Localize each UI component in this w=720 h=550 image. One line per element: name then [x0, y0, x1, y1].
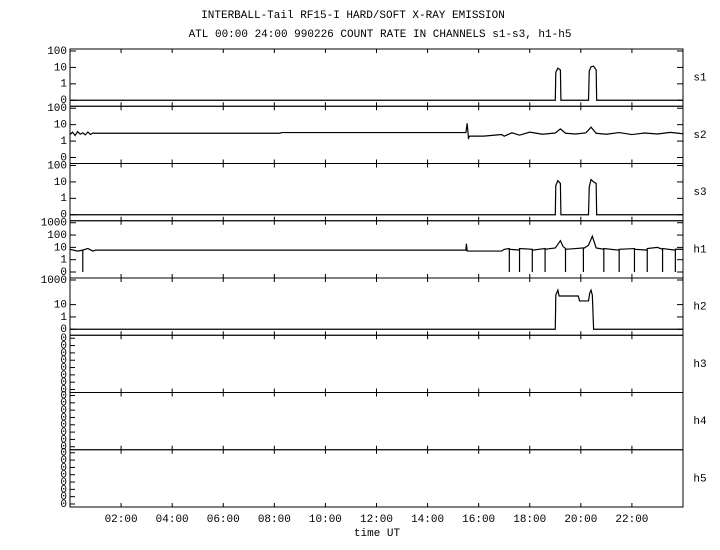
y-tick-label: 1	[60, 136, 67, 148]
data-line	[70, 65, 683, 101]
panel-frame	[69, 220, 684, 279]
data-line	[70, 288, 683, 330]
y-tick-label: 100	[47, 160, 67, 172]
y-tick-label: 10	[54, 62, 67, 74]
y-tick-label: 10	[54, 242, 67, 254]
y-tick-label: 0	[60, 95, 67, 107]
y-tick-label: 0	[60, 492, 67, 504]
y-tick-label: 0	[60, 405, 67, 417]
y-tick-label: 1	[60, 312, 67, 324]
y-tick-label: 0	[60, 348, 67, 360]
y-tick-label: 100	[47, 230, 67, 242]
panel-name: h1	[693, 244, 707, 256]
x-tick-label: 10:00	[309, 514, 342, 526]
panel-name: h3	[693, 359, 706, 371]
y-tick-label: 100	[47, 46, 67, 58]
y-tick-label: 1	[60, 255, 67, 267]
x-tick-label: 02:00	[105, 514, 138, 526]
y-tick-label: 0	[60, 324, 67, 336]
panel-name: s1	[693, 73, 707, 85]
x-tick-label: 12:00	[360, 514, 393, 526]
y-tick-label: 0	[60, 384, 67, 396]
panel-name: s3	[693, 187, 706, 199]
y-tick-label: 0	[60, 442, 67, 454]
x-tick-label: 04:00	[156, 514, 189, 526]
y-tick-label: 1	[60, 79, 67, 91]
panel-frame	[69, 392, 684, 451]
x-tick-label: 20:00	[564, 514, 597, 526]
y-tick-label: 0	[60, 499, 67, 511]
y-tick-label: 1	[60, 193, 67, 205]
y-tick-label: 1000	[41, 218, 67, 230]
y-tick-label: 0	[60, 377, 67, 389]
panel-frame	[69, 334, 684, 393]
y-tick-label: 0	[60, 420, 67, 432]
y-tick-label: 0	[60, 427, 67, 439]
y-tick-label: 0	[60, 152, 67, 164]
y-tick-label: 1000	[41, 275, 67, 287]
y-tick-label: 0	[60, 210, 67, 222]
y-tick-label: 0	[60, 398, 67, 410]
y-tick-label: 0	[60, 267, 67, 279]
panel-name: h4	[693, 416, 707, 428]
data-line	[70, 178, 683, 216]
x-tick-label: 22:00	[615, 514, 648, 526]
y-tick-label: 0	[60, 434, 67, 446]
x-tick-label: 14:00	[411, 514, 444, 526]
y-tick-label: 100	[47, 103, 67, 115]
y-tick-label: 10	[54, 120, 67, 132]
panel-frame	[69, 163, 684, 222]
chart-subtitle: ATL 00:00 24:00 990226 COUNT RATE IN CHA…	[189, 29, 572, 41]
y-tick-label: 10	[54, 177, 67, 189]
y-tick-label: 0	[60, 477, 67, 489]
panel-frame	[69, 277, 684, 336]
y-tick-label: 0	[60, 484, 67, 496]
y-tick-label: 0	[60, 412, 67, 424]
data-line	[69, 123, 684, 141]
y-tick-label: 10	[54, 300, 67, 312]
y-tick-label: 0	[60, 370, 67, 382]
panel-frame	[69, 48, 684, 107]
x-tick-label: 18:00	[513, 514, 546, 526]
y-tick-label: 0	[60, 448, 67, 460]
panel-name: h5	[693, 473, 706, 485]
x-tick-label: 16:00	[462, 514, 495, 526]
y-tick-label: 0	[60, 470, 67, 482]
y-tick-label: 0	[60, 355, 67, 367]
panel-frame	[69, 105, 684, 164]
y-tick-label: 0	[60, 362, 67, 374]
y-tick-label: 0	[60, 390, 67, 402]
panel-name: h2	[693, 302, 706, 314]
x-tick-label: 08:00	[258, 514, 291, 526]
panel-frame	[69, 449, 684, 508]
x-axis-label: time UT	[354, 528, 401, 540]
y-tick-label: 0	[60, 455, 67, 467]
data-line	[69, 234, 683, 272]
y-tick-label: 0	[60, 333, 67, 345]
y-tick-label: 0	[60, 340, 67, 352]
panel-name: s2	[693, 130, 706, 142]
chart-title: INTERBALL-Tail RF15-I HARD/SOFT X-RAY EM…	[201, 10, 505, 22]
y-tick-label: 0	[60, 462, 67, 474]
x-tick-label: 06:00	[207, 514, 240, 526]
